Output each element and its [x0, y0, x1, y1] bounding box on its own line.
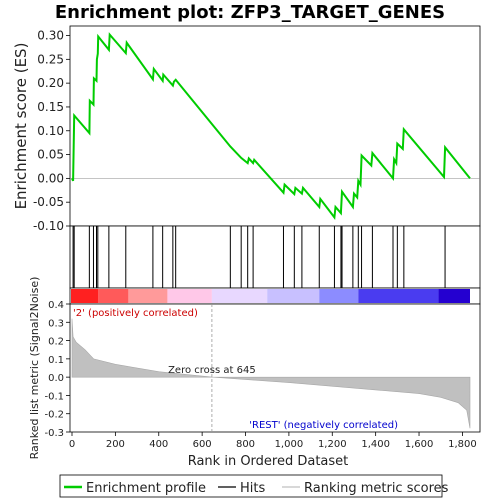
es-y-tick-label: -0.05 — [33, 195, 64, 209]
axes-group: -0.10-0.050.000.050.100.150.200.250.30-0… — [33, 29, 477, 450]
x-tick-label: 0 — [69, 439, 75, 450]
heatbar-segment — [72, 289, 99, 303]
rank-y-tick-label: 0.4 — [48, 300, 64, 311]
chart-title: Enrichment plot: ZFP3_TARGET_GENES — [55, 2, 445, 23]
heatbar-segment — [438, 289, 470, 303]
ranking-metric-area — [71, 318, 471, 429]
zero-cross-label: Zero cross at 645 — [168, 365, 256, 376]
rank-y-tick-label: -0.2 — [44, 410, 64, 421]
heatbar-group — [71, 289, 470, 303]
rank-y-tick-label: -0.3 — [44, 428, 64, 439]
es-y-tick-label: 0.00 — [37, 171, 64, 185]
x-axis-label: Rank in Ordered Dataset — [188, 454, 349, 469]
es-y-tick-label: 0.30 — [37, 29, 64, 43]
heatbar-segment — [98, 289, 129, 303]
rank-y-axis-label: Ranked list metric (Signal2Noise) — [28, 277, 41, 460]
legend-label: Ranking metric scores — [304, 481, 449, 496]
es-y-tick-label: 0.25 — [37, 52, 64, 66]
legend-label: Enrichment profile — [86, 481, 206, 496]
heatbar-segment — [128, 289, 168, 303]
legend-box — [59, 474, 443, 498]
rank-y-tick-label: 0.0 — [48, 373, 64, 384]
x-tick-label: 1,400 — [361, 439, 390, 450]
es-series-group — [70, 32, 480, 221]
legend-label: Hits — [240, 481, 265, 496]
es-y-tick-label: 0.20 — [37, 76, 64, 90]
heatbar-segment — [267, 289, 320, 303]
x-tick-label: 1,200 — [318, 439, 347, 450]
x-tick-label: 1,600 — [405, 439, 434, 450]
x-tick-label: 1,800 — [448, 439, 477, 450]
legend: Enrichment profile Hits Ranking metric sco… — [64, 481, 449, 496]
es-y-tick-label: 0.10 — [37, 124, 64, 138]
heatbar-segment — [211, 289, 268, 303]
hits-panel-frame — [69, 225, 481, 289]
rank-y-tick-label: 0.1 — [48, 355, 64, 366]
es-panel-frame — [69, 25, 481, 227]
x-tick-label: 600 — [193, 439, 212, 450]
positive-correlation-label: '2' (positively correlated) — [73, 308, 198, 319]
heatbar-segment — [71, 289, 73, 303]
rank-y-tick-label: -0.1 — [44, 391, 64, 402]
heatbar-segment — [319, 289, 359, 303]
heatbar-segment — [358, 289, 439, 303]
es-y-axis-label: Enrichment score (ES) — [12, 43, 30, 210]
es-y-tick-label: 0.15 — [37, 100, 64, 114]
negative-correlation-label: 'REST' (negatively correlated) — [249, 420, 398, 431]
x-tick-label: 800 — [236, 439, 255, 450]
x-tick-label: 1,000 — [275, 439, 304, 450]
heatbar-segment — [167, 289, 212, 303]
x-tick-label: 400 — [149, 439, 168, 450]
rank-y-tick-label: 0.2 — [48, 337, 64, 348]
hits-group — [72, 226, 446, 288]
enrichment-profile-line — [71, 32, 471, 221]
x-tick-label: 200 — [106, 439, 125, 450]
rank-metric-group — [71, 304, 471, 432]
es-y-tick-label: 0.05 — [37, 148, 64, 162]
es-y-tick-label: -0.10 — [33, 219, 64, 233]
rank-y-tick-label: 0.3 — [48, 318, 64, 329]
